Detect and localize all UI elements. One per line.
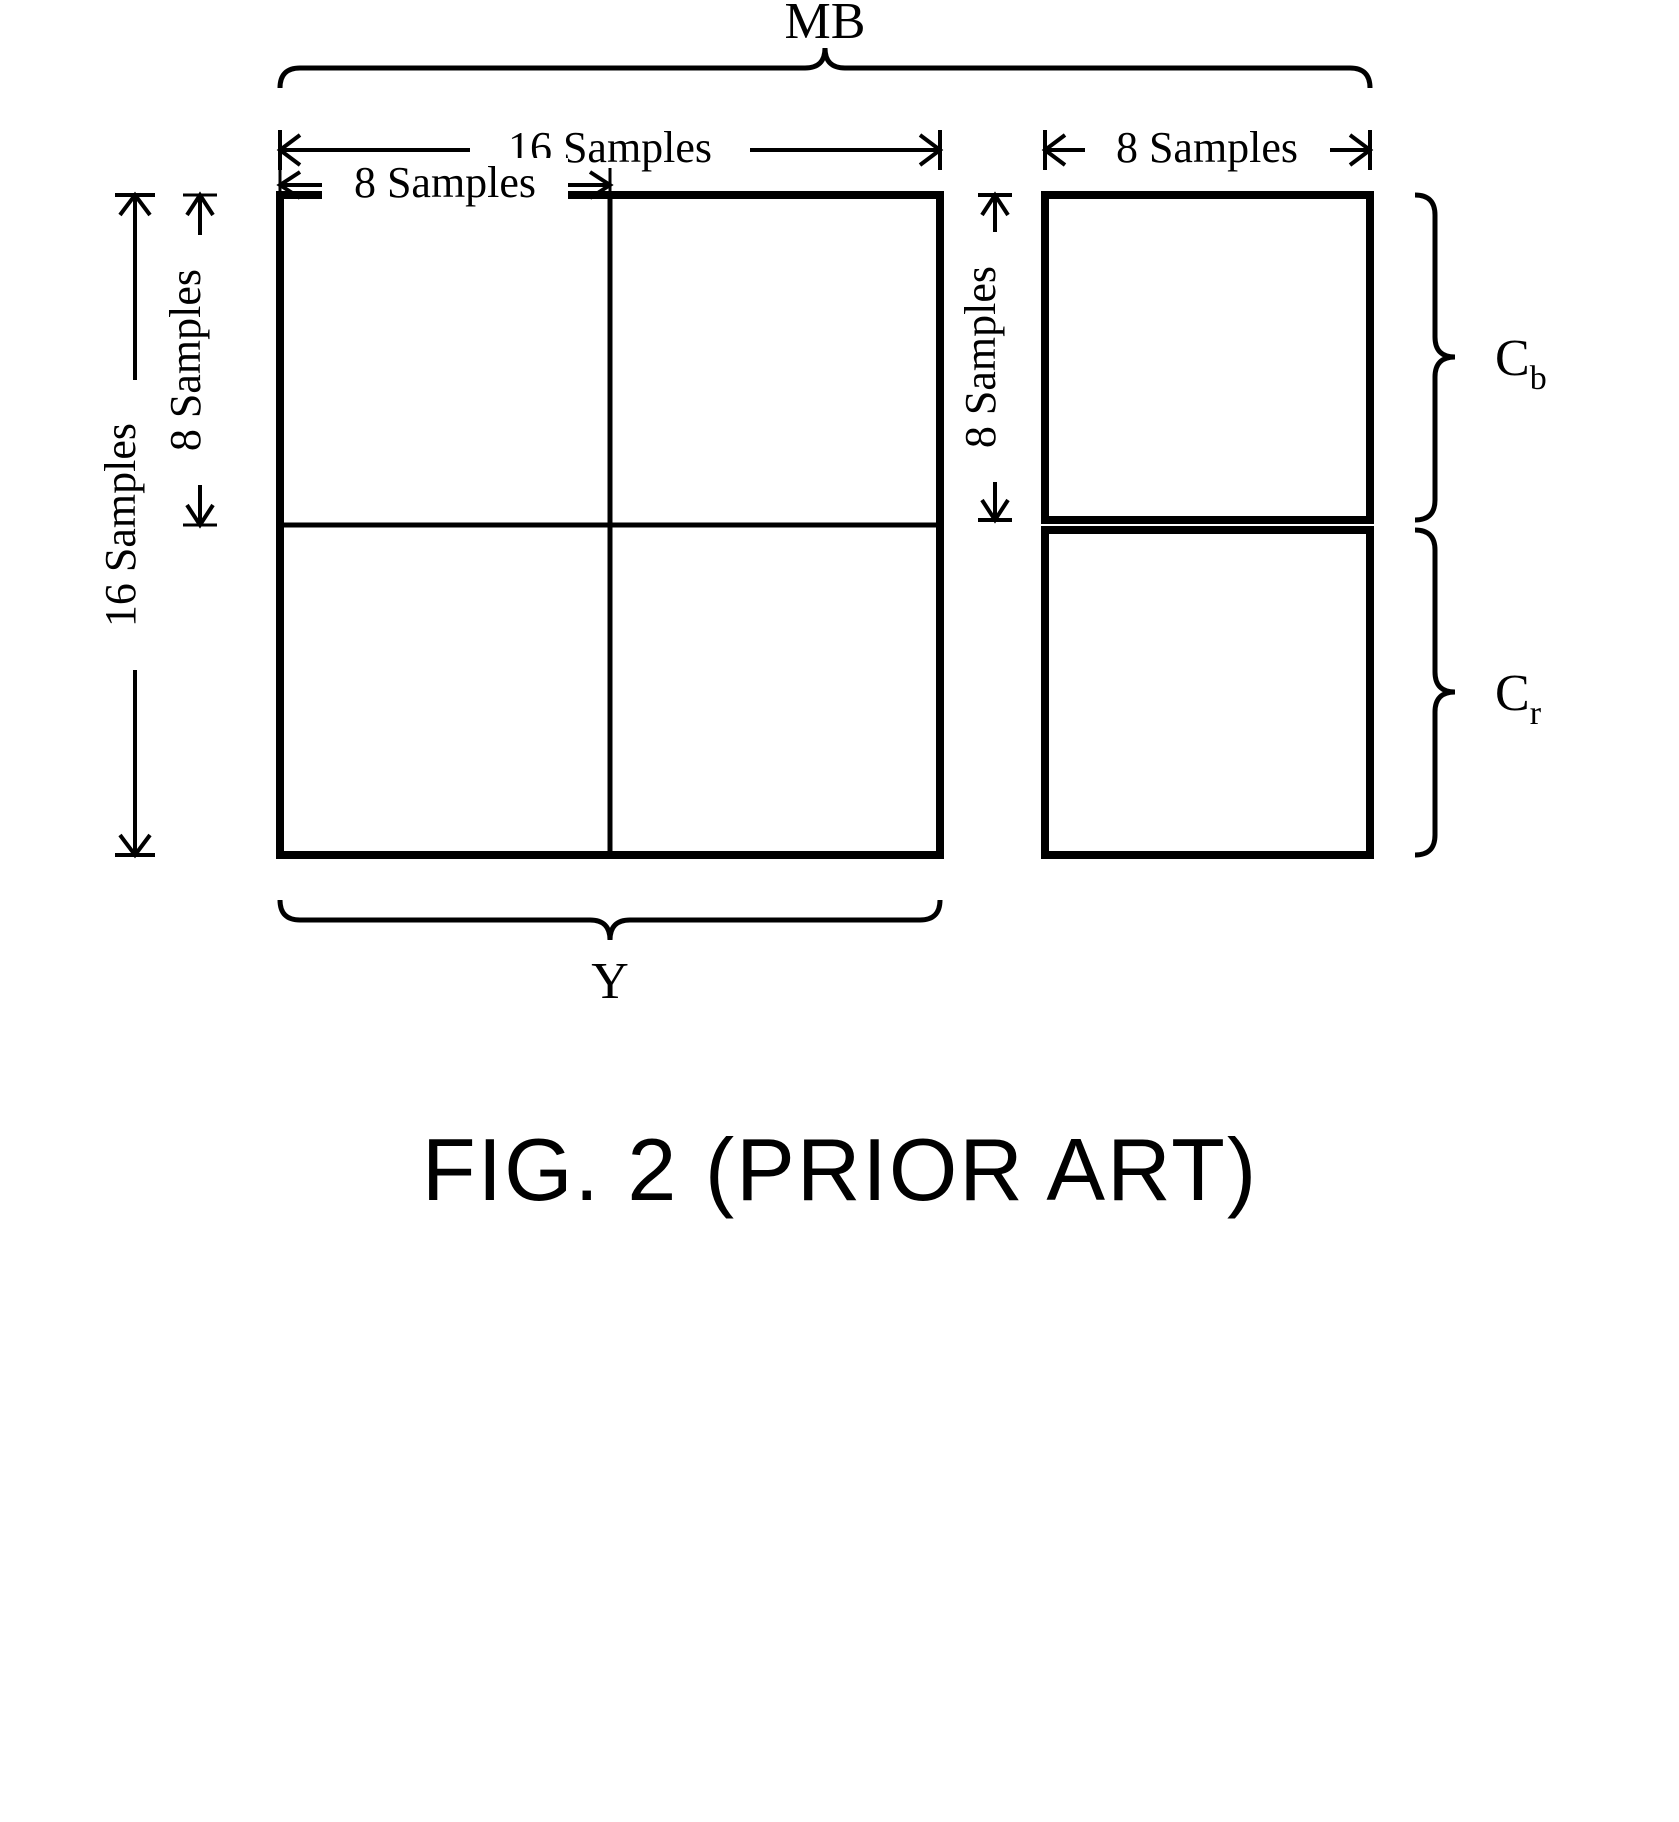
dim-label-8-cb-top: 8 Samples	[1116, 123, 1298, 172]
macroblock-diagram: 16 Samples 8 Samples 16 Samples 8 Sample…	[0, 0, 1679, 1822]
cb-block	[1045, 195, 1370, 520]
y-brace: Y	[280, 900, 940, 1010]
dim-label-8-left: 8 Samples	[161, 269, 210, 451]
cr-label: Cr	[1495, 665, 1542, 732]
cr-brace: Cr	[1415, 530, 1542, 855]
cb-brace: Cb	[1415, 195, 1547, 520]
cb-label: Cb	[1495, 330, 1547, 397]
dim-cb-8-samples-top: 8 Samples	[1045, 118, 1370, 178]
dim-cb-8-samples-left: 8 Samples	[956, 195, 1022, 520]
figure-caption: FIG. 2 (PRIOR ART)	[422, 1120, 1258, 1219]
mb-brace: MB	[280, 0, 1370, 88]
y-label: Y	[591, 953, 629, 1010]
dim-y-16-samples-left: 16 Samples	[96, 195, 165, 855]
cr-block	[1045, 530, 1370, 855]
mb-label: MB	[785, 0, 866, 50]
dim-label-8-top: 8 Samples	[354, 158, 536, 207]
dim-y-8-samples-left: 8 Samples	[161, 195, 227, 525]
dim-y-8-samples-top: 8 Samples	[280, 158, 610, 208]
dim-label-8-cb-left: 8 Samples	[956, 266, 1005, 448]
dim-label-16-left: 16 Samples	[96, 423, 145, 627]
y-block	[280, 195, 940, 855]
